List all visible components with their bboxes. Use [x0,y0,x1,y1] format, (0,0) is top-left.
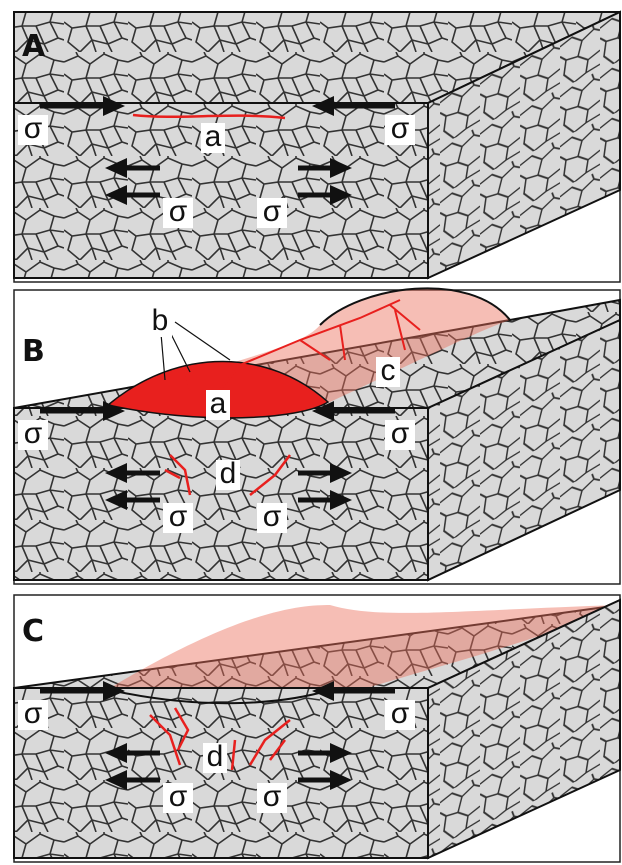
arrow-head [105,770,127,790]
stress-label: σ [169,195,188,228]
stress-label: σ [24,417,43,450]
arrow-head [312,681,334,701]
annotation-box [201,123,225,153]
stress-label-box [18,115,48,145]
stress-label: σ [391,697,410,730]
arrow-head [103,681,125,701]
stress-label: σ [391,417,410,450]
annotation: d [220,457,237,490]
panel-label: A [22,29,46,64]
arrow-head [105,743,127,763]
arrow-head [312,401,334,421]
stress-label: σ [169,500,188,533]
stress-label: σ [391,112,410,145]
arrow-head [330,490,352,510]
stress-label-box [18,700,48,730]
arrow-head [330,743,352,763]
stress-label-box [385,420,415,450]
annotation: d [207,740,224,773]
annotation-box [148,307,172,337]
panel-label: C [22,614,44,649]
annotation: b [152,304,169,337]
arrow-head [105,185,127,205]
annotation-box [203,743,227,773]
panel-label: B [22,334,45,369]
annotation-box [376,357,400,387]
panel-a [13,10,621,283]
stress-label-box [163,783,193,813]
stress-label-box [163,503,193,533]
arrow-head [312,96,334,116]
stress-label: σ [24,112,43,145]
stress-label: σ [263,500,282,533]
arrow-head [330,185,352,205]
stress-label-box [163,198,193,228]
stress-label: σ [24,697,43,730]
stress-label: σ [263,195,282,228]
arrow-head [105,490,127,510]
stress-label: σ [263,780,282,813]
annotation-box [216,460,240,490]
arrow-head [103,96,125,116]
stress-label-box [18,420,48,450]
panel-b [13,287,621,585]
annotation: a [210,387,227,420]
arrow-head [330,463,352,483]
stress-label-box [385,115,415,145]
annotation: c [381,354,396,387]
arrow-head [105,463,127,483]
arrow-head [330,158,352,178]
arrow-head [103,401,125,421]
arrow-head [330,770,352,790]
panel-c [13,594,621,863]
stress-label: σ [169,780,188,813]
stress-label-box [257,783,287,813]
stress-label-box [257,198,287,228]
stress-label-box [257,503,287,533]
annotation: a [205,120,222,153]
annotation-box [206,390,230,420]
stress-label-box [385,700,415,730]
arrow-head [105,158,127,178]
